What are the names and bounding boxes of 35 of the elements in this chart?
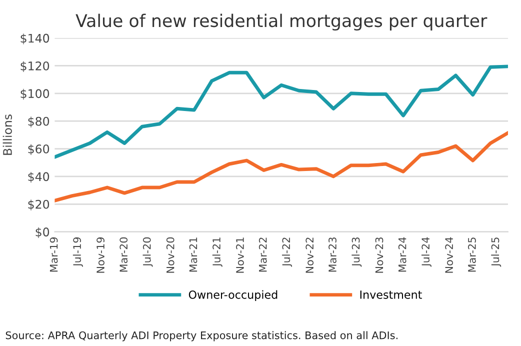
y-tick-label: $100 — [20, 88, 50, 100]
x-tick-label: Mar-19 — [50, 237, 58, 272]
line-series — [54, 131, 508, 202]
x-tick-label: Jul-19 — [72, 237, 83, 267]
y-tick-label: $80 — [28, 116, 50, 128]
y-tick-label: $40 — [28, 172, 50, 183]
x-tick-label: Mar-24 — [398, 237, 406, 272]
x-tick-label: Mar-23 — [328, 238, 336, 272]
chart-title: Value of new residential mortgages per quarter — [76, 14, 488, 31]
x-tick-label: Jul-21 — [212, 238, 222, 267]
x-tick-label: Nov-19 — [96, 237, 104, 273]
legend-label: Owner-occupied — [188, 290, 278, 302]
y-tick-label: $60 — [28, 144, 50, 155]
line-series — [54, 64, 508, 159]
x-tick-label: Nov-21 — [236, 238, 244, 273]
y-tick-label: $20 — [28, 200, 50, 210]
x-tick-label: Nov-23 — [375, 238, 384, 273]
y-tick-label: $0 — [36, 227, 50, 238]
x-tick-label: Nov-20 — [166, 237, 174, 273]
y-tick-label: $120 — [20, 61, 50, 72]
x-tick-label: Jul-23 — [352, 238, 362, 267]
x-tick-label: Jul-22 — [282, 238, 292, 267]
x-tick-label: Jul-20 — [142, 237, 153, 267]
y-tick-label: $140 — [20, 34, 50, 44]
legend-label: Investment — [360, 290, 422, 299]
x-tick-label: Mar-21 — [189, 238, 198, 272]
x-tick-label: Mar-20 — [120, 237, 128, 272]
x-tick-label: Jul-24 — [421, 237, 432, 267]
x-tick-label: Jul-25 — [491, 238, 502, 267]
y-axis-title: Billions — [2, 114, 12, 155]
source-note: Source: APRA Quarterly ADI Property Exposure statistics. Based on all ADIs. — [6, 331, 398, 342]
x-tick-label: Mar-22 — [258, 238, 267, 272]
x-tick-label: Nov-24 — [445, 237, 454, 273]
x-tick-label: Nov-22 — [306, 238, 314, 273]
x-tick-label: Mar-25 — [468, 238, 476, 272]
